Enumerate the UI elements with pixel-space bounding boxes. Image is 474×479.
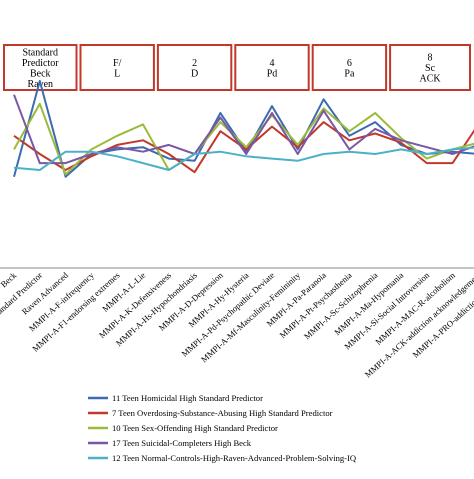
group-header-box-4 — [311, 44, 388, 91]
group-header-text: F/ — [113, 58, 122, 69]
group-headers: StandardPredictorBeckRavenF/L2D4Pd6Pa8Sc… — [3, 44, 472, 91]
legend: 11 Teen Homicidal High Standard Predicto… — [88, 393, 357, 463]
group-header-text: 4 — [270, 58, 275, 69]
legend-entry-0: 11 Teen Homicidal High Standard Predicto… — [112, 393, 263, 403]
legend-entry-1: 7 Teen Overdosing-Substance-Abusing High… — [112, 408, 333, 418]
group-header-text: Beck — [30, 68, 51, 79]
group-header-text: 6 — [347, 58, 352, 69]
x-tick-label: Beck — [0, 270, 19, 290]
legend-entry-2: 10 Teen Sex-Offending High Standard Pred… — [112, 423, 278, 433]
group-header-text: 2 — [192, 58, 197, 69]
group-header-text: ACK — [419, 74, 441, 85]
legend-entry-3: 17 Teen Suicidal-Completers High Beck — [112, 438, 252, 448]
group-header-text: Standard — [22, 47, 58, 58]
group-header-text: Pd — [267, 68, 278, 79]
group-header-text: 8 — [428, 53, 433, 64]
series-line-1 — [13, 121, 474, 174]
series-line-2 — [13, 102, 474, 176]
group-header-text: L — [114, 68, 120, 79]
group-header-text: D — [191, 68, 198, 79]
group-header-box-2 — [156, 44, 233, 91]
group-header-text: Pa — [344, 68, 355, 79]
series-lines — [13, 80, 474, 178]
group-header-box-1 — [79, 44, 155, 91]
series-line-4 — [13, 146, 474, 171]
group-header-text: Sc — [425, 63, 436, 74]
series-line-0 — [13, 80, 474, 178]
group-header-text: Predictor — [22, 58, 59, 69]
series-line-3 — [13, 94, 474, 165]
group-header-box-3 — [234, 44, 310, 91]
legend-entry-4: 12 Teen Normal-Controls-High-Raven-Advan… — [112, 453, 357, 463]
group-header-box-5 — [389, 44, 472, 91]
